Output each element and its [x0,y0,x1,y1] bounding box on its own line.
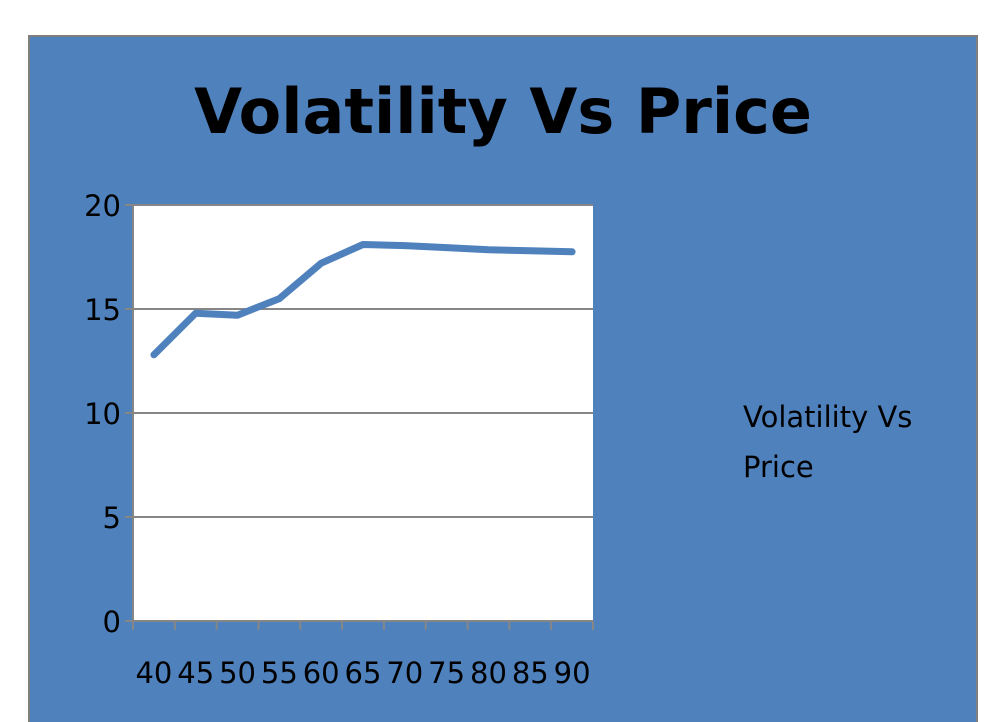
x-tick-labels: 40 45 50 55 60 65 70 75 80 85 90 [135,656,590,690]
x-tick-label: 85 [512,656,549,690]
y-tick-label: 10 [84,397,121,431]
axes [125,204,594,630]
x-tick-label: 40 [135,656,172,690]
legend: Volatility Vs Price [655,400,912,484]
x-tick-label: 75 [428,656,465,690]
x-tick-label: 60 [303,656,340,690]
x-tick-label: 50 [219,656,256,690]
y-tick-label: 20 [84,189,121,223]
y-tick-label: 15 [84,293,121,327]
series-group [150,241,576,359]
x-tick-label: 90 [554,656,591,690]
x-tick-label: 80 [470,656,507,690]
y-tick-label: 5 [103,501,121,535]
legend-label-line2: Price [743,450,814,484]
x-tick-label: 65 [345,656,382,690]
legend-label-line1: Volatility Vs [743,400,912,434]
y-tick-label: 0 [103,605,121,639]
x-tick-label: 55 [261,656,298,690]
x-tick-label: 70 [386,656,423,690]
x-tick-label: 45 [177,656,214,690]
gridlines [133,204,593,518]
y-tick-labels: 0 5 10 15 20 [84,189,121,639]
chart-title: Volatility Vs Price [194,75,812,148]
series-line [150,241,576,359]
